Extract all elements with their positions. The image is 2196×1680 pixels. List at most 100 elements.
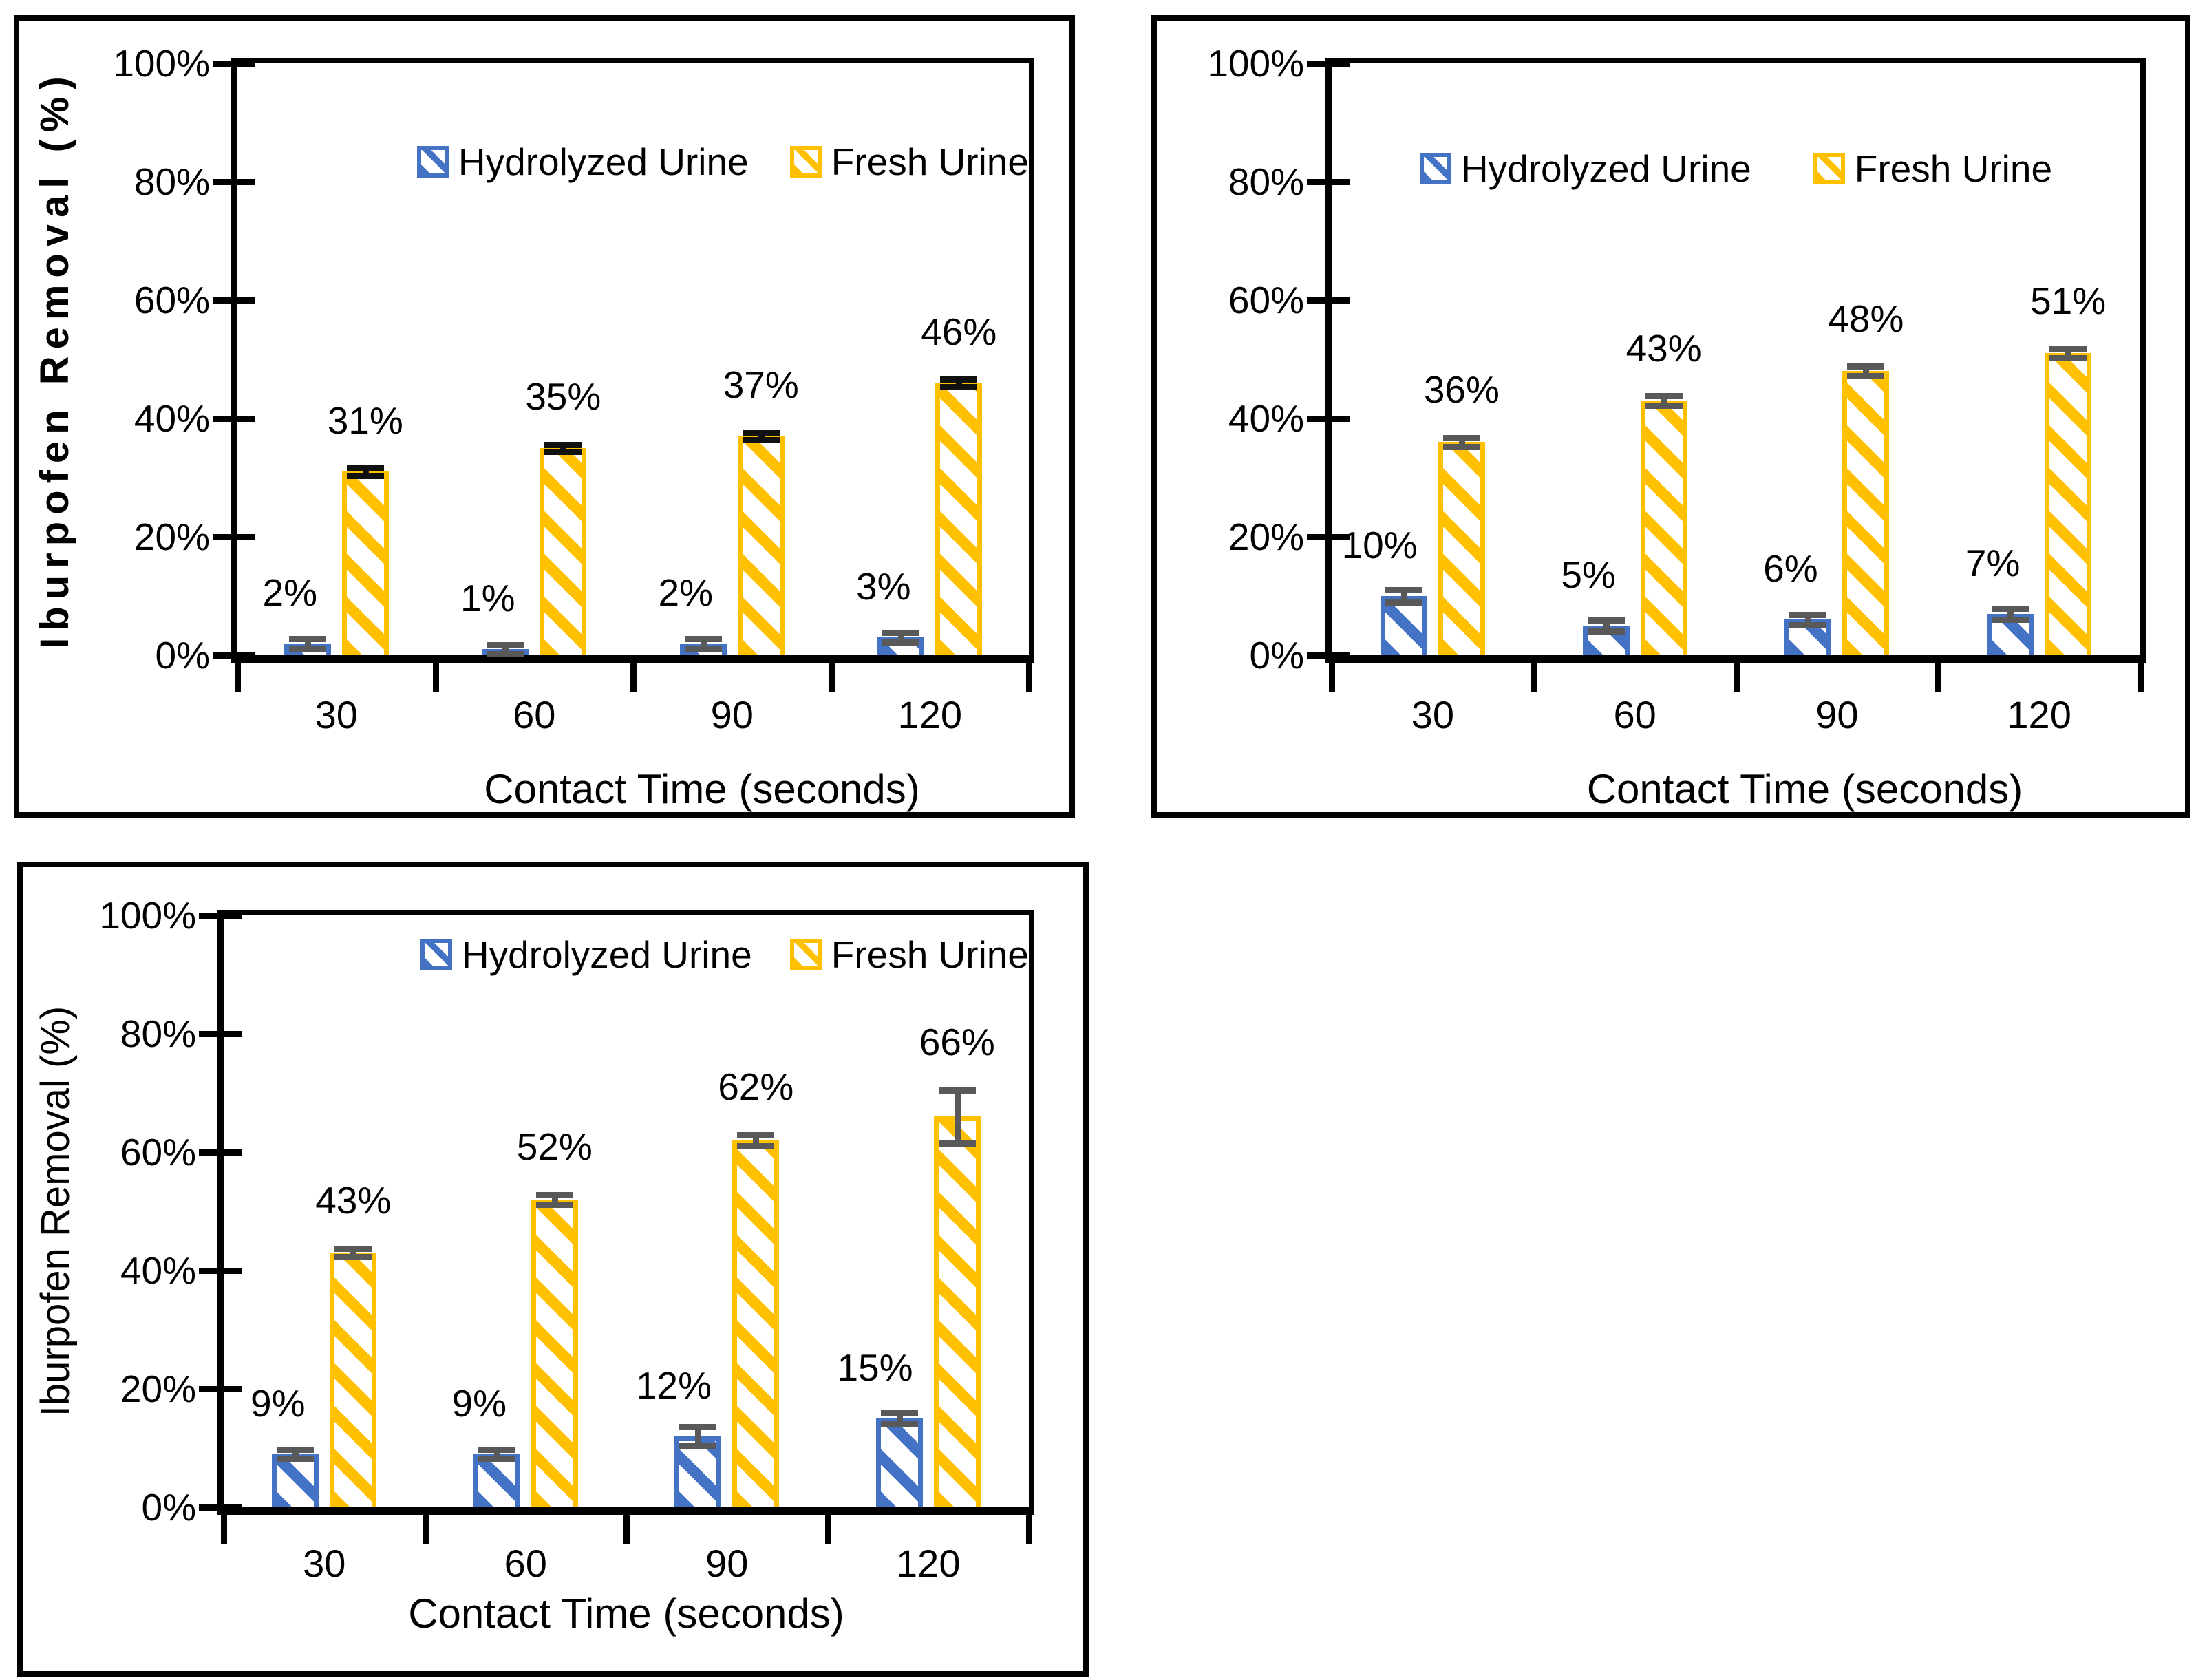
error-bar-cap-top xyxy=(288,635,326,642)
y-tick-label: 20% xyxy=(134,515,210,558)
plot-border-top xyxy=(1325,58,2146,63)
error-bar-cap-top xyxy=(487,641,524,648)
error-bar-cap-bottom xyxy=(277,1456,315,1463)
legend-label: Hydrolyzed Urine xyxy=(1460,147,1751,190)
bar-fresh-90s xyxy=(732,1140,780,1507)
error-bar-cap-bottom xyxy=(679,1443,717,1449)
error-bar-cap-top xyxy=(742,429,780,436)
y-tick-label: 60% xyxy=(120,1131,196,1173)
y-tick-mark xyxy=(199,1031,242,1037)
bar-fresh-120s xyxy=(2045,353,2092,655)
error-bar-cap-bottom xyxy=(1385,599,1422,606)
x-tick-mark xyxy=(432,663,439,692)
y-tick-mark xyxy=(1307,416,1350,422)
error-bar-cap-bottom xyxy=(1789,622,1827,629)
x-tick-mark xyxy=(828,663,835,692)
error-bar-line xyxy=(753,1135,760,1146)
x-tick-label: 60 xyxy=(504,1542,547,1585)
y-tick-label: 80% xyxy=(134,160,210,203)
y-tick-mark xyxy=(1307,534,1350,540)
y-tick-mark xyxy=(213,179,255,185)
bar-fresh-120s xyxy=(933,1116,981,1507)
bar-fresh-30s xyxy=(330,1253,377,1507)
legend-entry-hydrolyzed-urine: Hydrolyzed Urine xyxy=(420,933,752,976)
error-bar-cap-bottom xyxy=(334,1254,372,1261)
error-bar-line xyxy=(1863,366,1870,376)
y-tick-label: 20% xyxy=(1228,515,1304,558)
legend-label: Hydrolyzed Urine xyxy=(458,140,749,183)
plot-border-top xyxy=(217,910,1034,915)
x-tick-label: 30 xyxy=(303,1542,346,1585)
y-tick-label: 40% xyxy=(120,1249,196,1292)
data-label: 15% xyxy=(837,1346,913,1389)
error-bar-cap-bottom xyxy=(684,645,722,652)
error-bar-line xyxy=(551,1194,558,1204)
error-bar-cap-top xyxy=(334,1246,372,1253)
x-axis-title: Contact Time (seconds) xyxy=(1586,766,2023,812)
y-tick-mark xyxy=(199,1386,242,1392)
plot-border-top xyxy=(231,58,1034,63)
data-label: 48% xyxy=(1828,297,1904,340)
y-tick-label: 100% xyxy=(113,42,210,85)
y-tick-label: 40% xyxy=(134,397,210,440)
legend-label: Fresh Urine xyxy=(1854,147,2053,190)
y-tick-mark xyxy=(1307,61,1350,67)
bar-fresh-30s xyxy=(1438,442,1485,655)
y-axis-line xyxy=(217,910,224,1515)
error-bar-line xyxy=(2007,608,2014,619)
error-bar-line xyxy=(956,379,963,387)
error-bar-cap-top xyxy=(1789,611,1827,618)
y-tick-mark xyxy=(199,1504,242,1511)
data-label: 31% xyxy=(327,398,403,442)
data-label: 43% xyxy=(315,1179,392,1222)
error-bar-cap-bottom xyxy=(544,449,582,456)
data-label: 9% xyxy=(250,1381,306,1425)
data-label: 46% xyxy=(921,310,997,353)
x-tick-mark xyxy=(824,1515,831,1544)
error-bar-cap-top xyxy=(544,441,582,448)
x-tick-mark xyxy=(1733,663,1740,692)
y-axis-line xyxy=(1325,58,1332,663)
error-bar-cap-bottom xyxy=(938,1140,976,1147)
x-tick-mark xyxy=(623,1515,630,1544)
error-bar-cap-bottom xyxy=(487,651,524,658)
error-bar-cap-top xyxy=(535,1191,573,1198)
error-bar-line xyxy=(1400,590,1407,602)
y-tick-mark xyxy=(1307,297,1350,304)
error-bar-cap-bottom xyxy=(1645,403,1683,410)
legend-swatch-icon xyxy=(416,146,449,178)
legend-entry-fresh-urine: Fresh Urine xyxy=(789,933,1029,976)
error-bar-line xyxy=(1603,620,1610,631)
data-label: 2% xyxy=(262,571,318,614)
y-tick-label: 20% xyxy=(120,1368,196,1410)
data-label: 52% xyxy=(516,1125,593,1169)
plot-border-right xyxy=(2140,58,2146,663)
data-label: 36% xyxy=(1423,368,1500,411)
error-bar-cap-top xyxy=(346,465,384,472)
data-label: 66% xyxy=(919,1021,995,1063)
data-label: 51% xyxy=(2030,279,2107,322)
data-label: 37% xyxy=(723,363,799,406)
error-bar-cap-bottom xyxy=(288,645,326,652)
error-bar-line xyxy=(1661,396,1667,406)
x-tick-label: 120 xyxy=(2007,693,2071,736)
x-axis-line xyxy=(1325,655,2146,663)
error-bar-cap-bottom xyxy=(882,639,920,646)
chart-panel-bottom-left: 0% 20% 40% 60% 80% 100% 30 60 90 120 Contact Time … xyxy=(17,862,1089,1677)
error-bar-cap-top xyxy=(1587,617,1625,624)
data-label: 6% xyxy=(1763,547,1818,591)
x-tick-mark xyxy=(1329,663,1335,692)
x-tick-label: 90 xyxy=(705,1542,749,1585)
legend-swatch-icon xyxy=(789,939,822,970)
error-bar-line xyxy=(2065,348,2072,359)
legend-label: Fresh Urine xyxy=(831,140,1029,183)
chart-panel-top-right: 0% 20% 40% 60% 80% 100% 30 60 90 120 Contact Time … xyxy=(1151,15,2190,818)
error-bar-line xyxy=(493,1449,500,1459)
legend-label: Hydrolyzed Urine xyxy=(461,933,752,976)
x-tick-label: 120 xyxy=(896,1542,961,1585)
data-label: 35% xyxy=(525,375,601,418)
bar-fresh-60s xyxy=(531,1199,578,1507)
legend: Hydrolyzed Urine Fresh Urine xyxy=(237,140,1029,183)
x-tick-mark xyxy=(221,1515,227,1544)
legend-entry-hydrolyzed-urine: Hydrolyzed Urine xyxy=(416,140,749,183)
